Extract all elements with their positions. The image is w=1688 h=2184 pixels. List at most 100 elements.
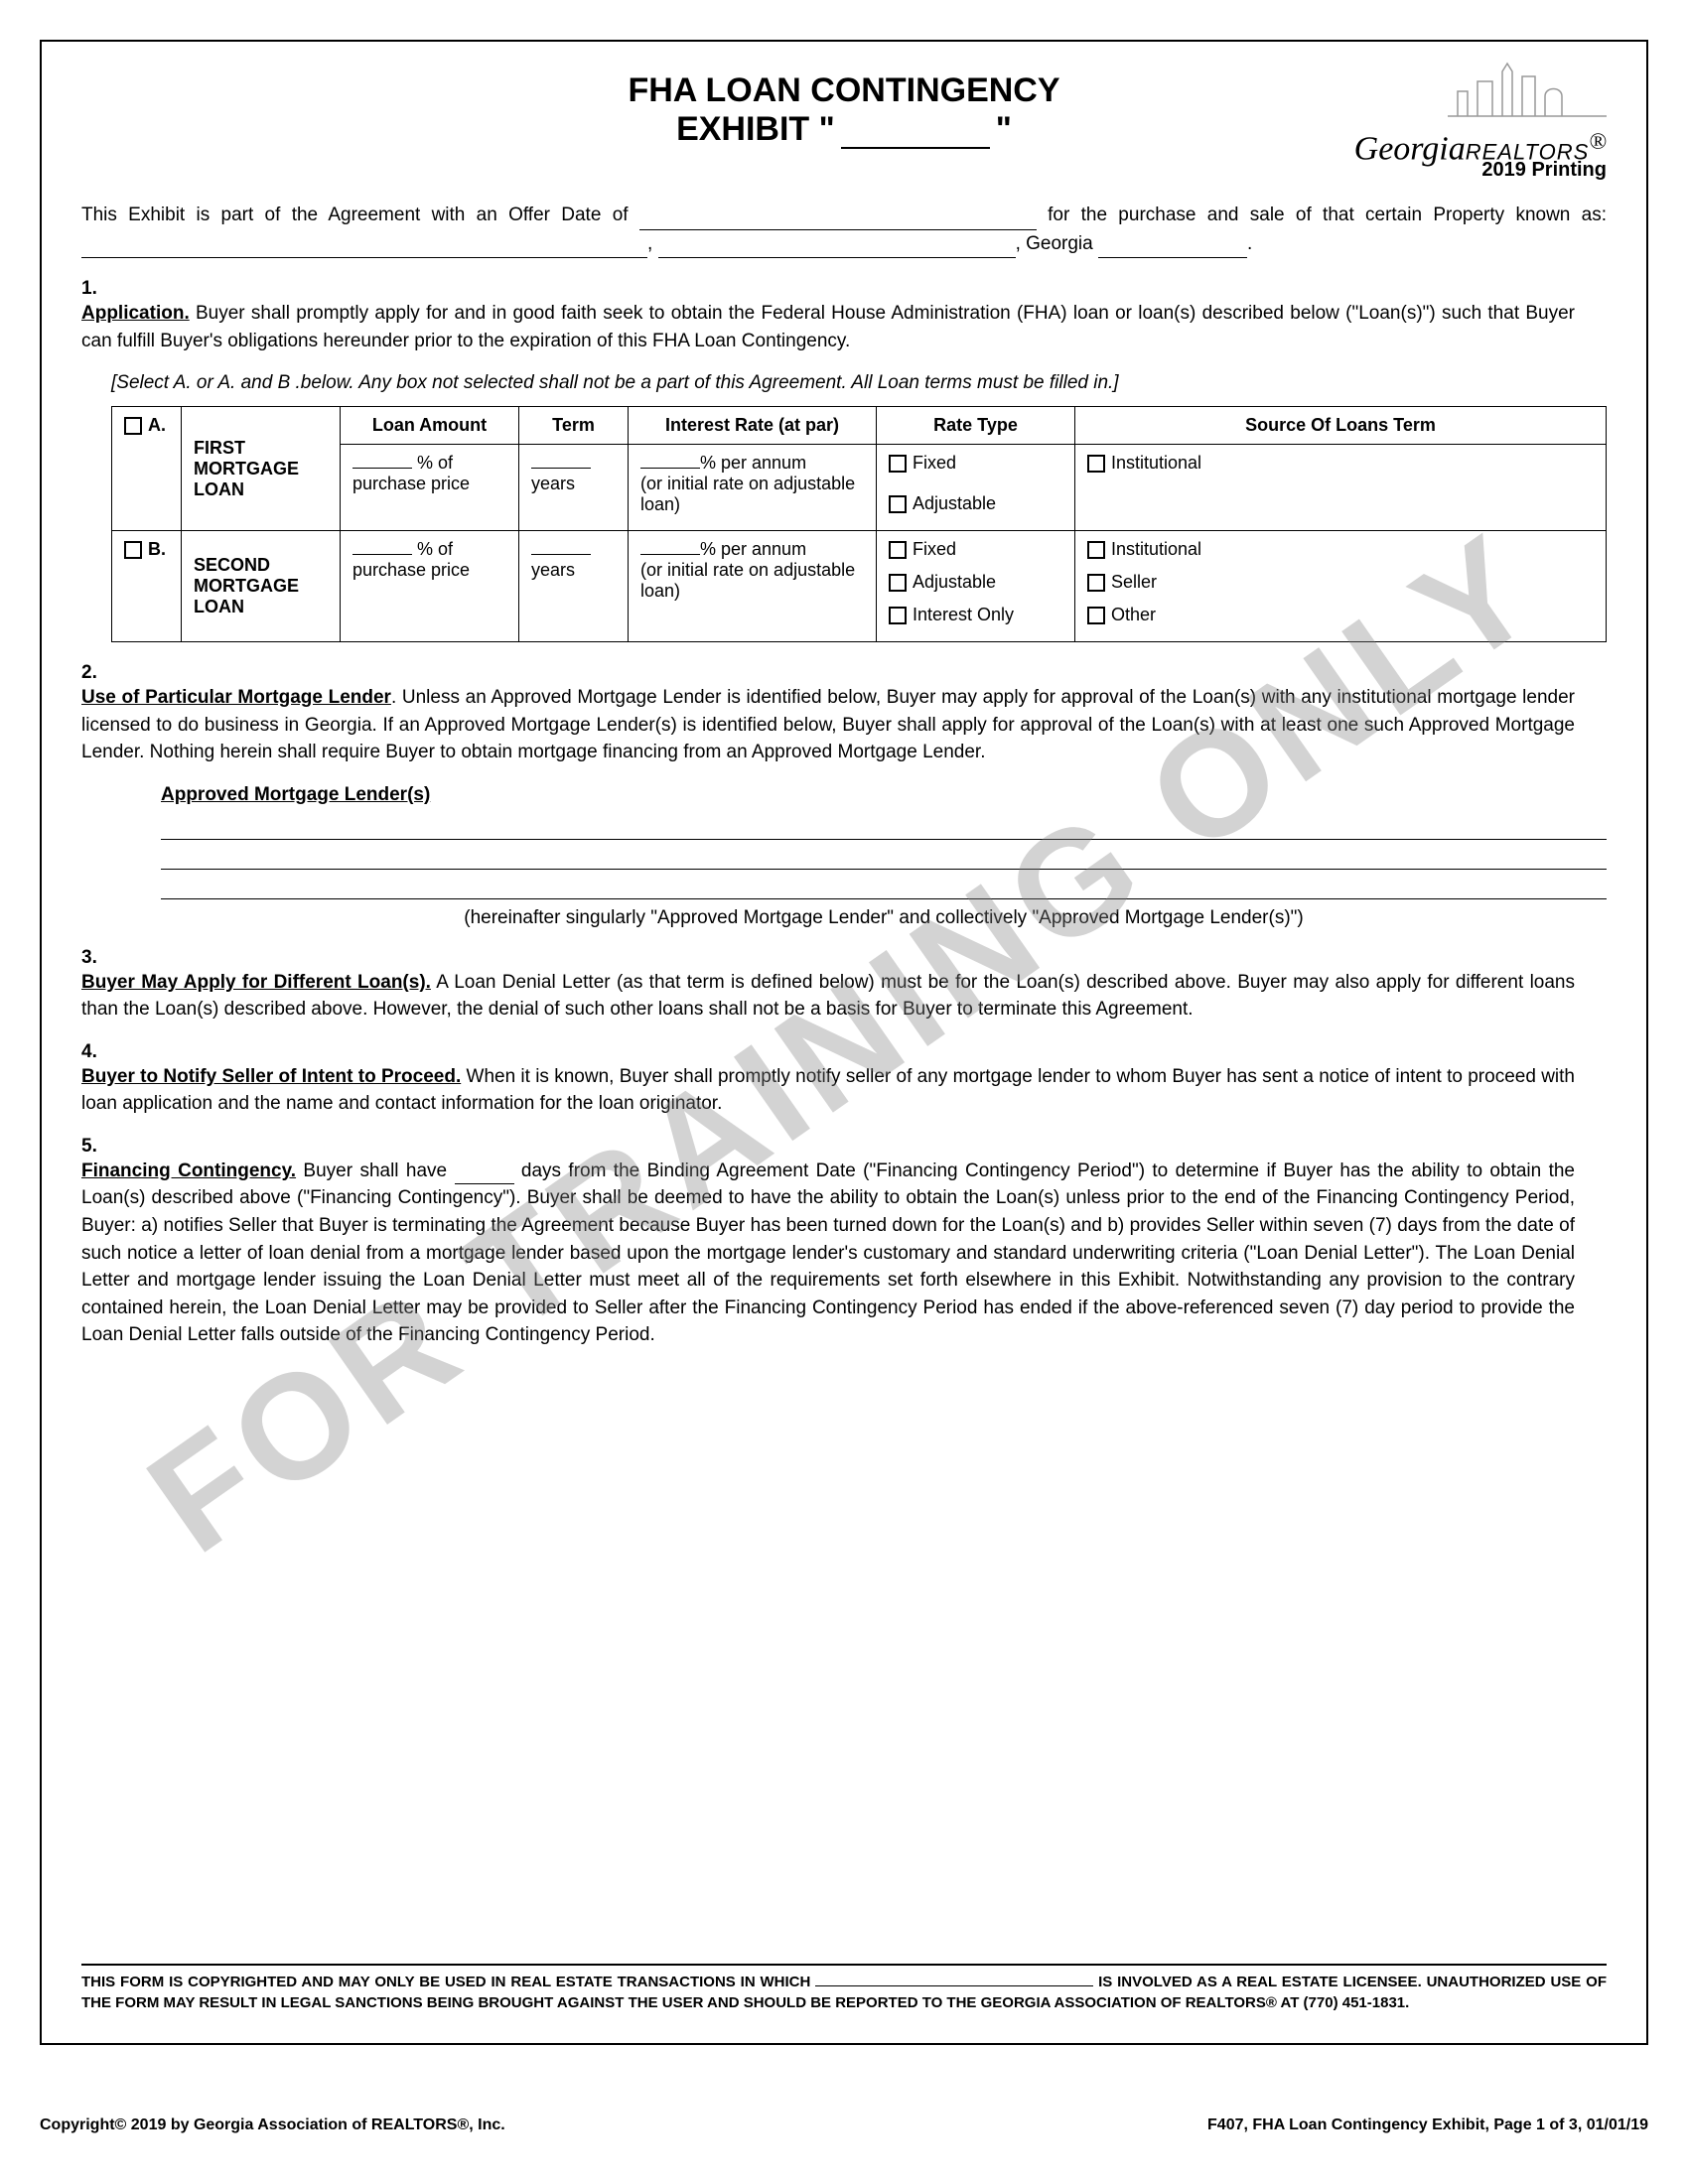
a-term-cell: years bbox=[519, 445, 629, 531]
checkbox-a[interactable] bbox=[124, 417, 142, 435]
section-1: 1. Application. Buyer shall promptly app… bbox=[81, 278, 1607, 354]
section-5-num: 5. bbox=[81, 1136, 109, 1158]
section-2-body: Use of Particular Mortgage Lender. Unles… bbox=[81, 684, 1575, 766]
b-fixed-checkbox[interactable] bbox=[889, 541, 907, 559]
b-years-blank[interactable] bbox=[531, 541, 591, 555]
row-a-text: A. bbox=[148, 415, 166, 435]
header: FHA LOAN CONTINGENCY EXHIBIT "" GeorgiaR… bbox=[81, 71, 1607, 149]
header-rate: Interest Rate (at par) bbox=[629, 407, 877, 445]
page-border: FOR TRAINING ONLY FHA LOAN CONTINGENCY E… bbox=[40, 40, 1648, 2045]
exhibit-suffix: " bbox=[996, 110, 1012, 148]
section-4: 4. Buyer to Notify Seller of Intent to P… bbox=[81, 1041, 1607, 1118]
intro-1b: for the purchase and sale of that certai… bbox=[1037, 205, 1607, 225]
a-years-blank[interactable] bbox=[531, 455, 591, 469]
section-1-title: Application. bbox=[81, 303, 190, 324]
section-3-body: Buyer May Apply for Different Loan(s). A… bbox=[81, 969, 1575, 1024]
a-rate-blank[interactable] bbox=[640, 455, 700, 469]
section-3-num: 3. bbox=[81, 947, 109, 969]
b-type-cell: Fixed Adjustable Interest Only bbox=[877, 531, 1075, 642]
copyright-text: Copyright© 2019 by Georgia Association o… bbox=[40, 2116, 505, 2134]
lender-caption: (hereinafter singularly "Approved Mortga… bbox=[161, 907, 1607, 929]
a-source-cell: Institutional bbox=[1075, 445, 1607, 531]
skyline-icon bbox=[1408, 62, 1607, 121]
b-other-checkbox[interactable] bbox=[1087, 607, 1105, 624]
first-loan-name: FIRST MORTGAGE LOAN bbox=[182, 407, 341, 531]
header-term: Term bbox=[519, 407, 629, 445]
b-other-label: Other bbox=[1111, 605, 1156, 624]
b-pct-blank[interactable] bbox=[352, 541, 412, 555]
logo-georgia: Georgia bbox=[1354, 130, 1466, 167]
header-type: Rate Type bbox=[877, 407, 1075, 445]
footer-block: THIS FORM IS COPYRIGHTED AND MAY ONLY BE… bbox=[81, 1964, 1607, 2013]
b-amount-cell: % of purchase price bbox=[341, 531, 519, 642]
b-years-text: years bbox=[531, 560, 575, 580]
footer-1a: THIS FORM IS COPYRIGHTED AND MAY ONLY BE… bbox=[81, 1974, 815, 1990]
section-5-text-2: days from the Binding Agreement Date ("F… bbox=[81, 1160, 1575, 1345]
approved-lender-heading: Approved Mortgage Lender(s) bbox=[161, 784, 1607, 806]
intro-1c: , bbox=[647, 233, 658, 254]
intro-paragraph: This Exhibit is part of the Agreement wi… bbox=[81, 202, 1607, 258]
row-a-label: A. bbox=[112, 407, 182, 531]
days-blank[interactable] bbox=[455, 1166, 514, 1184]
property-zip-blank[interactable] bbox=[1098, 240, 1247, 258]
b-adjustable-label: Adjustable bbox=[913, 572, 996, 592]
section-4-title: Buyer to Notify Seller of Intent to Proc… bbox=[81, 1066, 461, 1087]
a-rate-note: (or initial rate on adjustable loan) bbox=[640, 474, 855, 514]
header-amount: Loan Amount bbox=[341, 407, 519, 445]
logo-reg: ® bbox=[1589, 129, 1607, 155]
property-address-blank[interactable] bbox=[81, 240, 647, 258]
section-5-title: Financing Contingency. bbox=[81, 1160, 296, 1181]
a-fixed-checkbox[interactable] bbox=[889, 455, 907, 473]
b-seller-label: Seller bbox=[1111, 572, 1157, 592]
lender-line-1[interactable] bbox=[161, 814, 1607, 840]
section-4-body: Buyer to Notify Seller of Intent to Proc… bbox=[81, 1063, 1575, 1118]
a-years-text: years bbox=[531, 474, 575, 493]
section-5: 5. Financing Contingency. Buyer shall ha… bbox=[81, 1136, 1607, 1349]
row-b-text: B. bbox=[148, 539, 166, 559]
offer-date-blank[interactable] bbox=[639, 212, 1037, 230]
section-2: 2. Use of Particular Mortgage Lender. Un… bbox=[81, 662, 1607, 766]
b-interestonly-checkbox[interactable] bbox=[889, 607, 907, 624]
page-reference: F407, FHA Loan Contingency Exhibit, Page… bbox=[1207, 2116, 1648, 2134]
section-3: 3. Buyer May Apply for Different Loan(s)… bbox=[81, 947, 1607, 1024]
logo-realtors: REALTORS bbox=[1466, 139, 1590, 164]
b-rate-note: (or initial rate on adjustable loan) bbox=[640, 560, 855, 601]
section-3-title: Buyer May Apply for Different Loan(s). bbox=[81, 972, 431, 993]
select-note: [Select A. or A. and B .below. Any box n… bbox=[111, 372, 1607, 394]
exhibit-number-blank[interactable] bbox=[841, 119, 990, 149]
b-institutional-checkbox[interactable] bbox=[1087, 541, 1105, 559]
exhibit-prefix: EXHIBIT " bbox=[676, 110, 835, 148]
intro-1a: This Exhibit is part of the Agreement wi… bbox=[81, 205, 639, 225]
section-1-text: Buyer shall promptly apply for and in go… bbox=[81, 303, 1575, 351]
a-adjustable-checkbox[interactable] bbox=[889, 495, 907, 513]
b-rate-text: % per annum bbox=[700, 539, 806, 559]
section-1-num: 1. bbox=[81, 278, 109, 300]
b-adjustable-checkbox[interactable] bbox=[889, 574, 907, 592]
lender-line-3[interactable] bbox=[161, 874, 1607, 899]
b-rate-cell: % per annum(or initial rate on adjustabl… bbox=[629, 531, 877, 642]
checkbox-b[interactable] bbox=[124, 541, 142, 559]
a-institutional-checkbox[interactable] bbox=[1087, 455, 1105, 473]
b-term-cell: years bbox=[519, 531, 629, 642]
a-pct-blank[interactable] bbox=[352, 455, 412, 469]
intro-1e: . bbox=[1247, 233, 1252, 254]
footer-text: THIS FORM IS COPYRIGHTED AND MAY ONLY BE… bbox=[81, 1972, 1607, 2013]
second-loan-name: SECOND MORTGAGE LOAN bbox=[182, 531, 341, 642]
b-source-cell: Institutional Seller Other bbox=[1075, 531, 1607, 642]
logo-text: GeorgiaREALTORS® bbox=[1354, 129, 1607, 168]
section-4-num: 4. bbox=[81, 1041, 109, 1063]
lender-lines bbox=[161, 814, 1607, 899]
b-rate-blank[interactable] bbox=[640, 541, 700, 555]
copyright-row: Copyright© 2019 by Georgia Association o… bbox=[40, 2116, 1648, 2134]
a-amount-cell: % of purchase price bbox=[341, 445, 519, 531]
a-rate-cell: % per annum(or initial rate on adjustabl… bbox=[629, 445, 877, 531]
b-seller-checkbox[interactable] bbox=[1087, 574, 1105, 592]
footer-licensee-blank[interactable] bbox=[815, 1975, 1093, 1986]
b-institutional-label: Institutional bbox=[1111, 539, 1201, 559]
b-fixed-label: Fixed bbox=[913, 539, 956, 559]
section-2-title: Use of Particular Mortgage Lender bbox=[81, 687, 391, 708]
property-city-blank[interactable] bbox=[658, 240, 1016, 258]
section-2-num: 2. bbox=[81, 662, 109, 684]
lender-line-2[interactable] bbox=[161, 844, 1607, 870]
b-interestonly-label: Interest Only bbox=[913, 605, 1014, 624]
